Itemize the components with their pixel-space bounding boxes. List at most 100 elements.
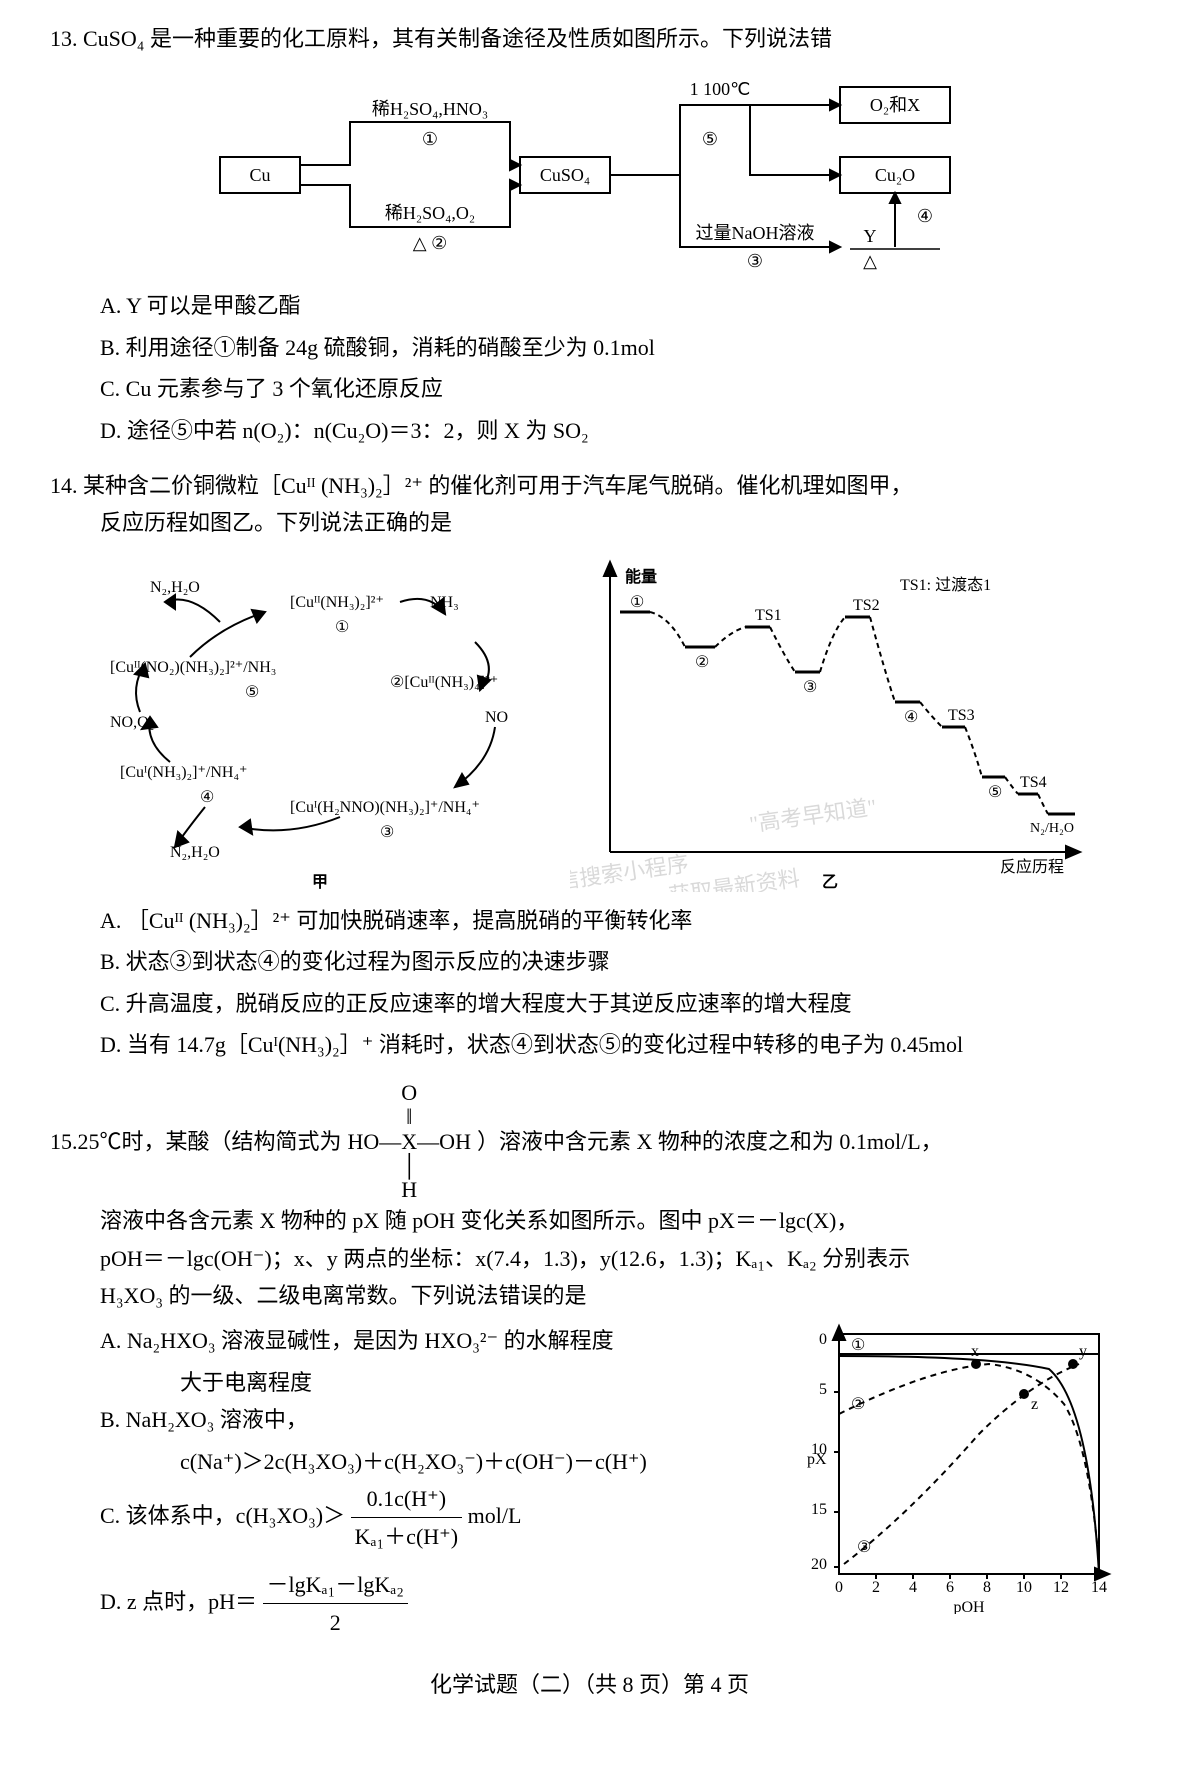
energy-t2: ② (695, 654, 709, 671)
q13-option-c: C. Cu 元素参与了 3 个氧化还原反应 (100, 370, 1129, 407)
svg-text:5: 5 (819, 1381, 827, 1398)
q15-para3: H₃XO₃ 的一级、二级电离常数。下列说法错误的是 (100, 1277, 1129, 1314)
q14-option-a: A. ［Cuᴵᴵ (NH₃)₂］²⁺ 可加快脱硝速率，提高脱硝的平衡转化率 (100, 902, 1129, 939)
chart-x: x (971, 1343, 979, 1360)
q14-number: 14. (50, 473, 78, 498)
svg-text:TS1: TS1 (755, 607, 782, 624)
q13-stem: CuSO₄ 是一种重要的化工原料，其有关制备途径及性质如图所示。下列说法错 (83, 26, 832, 51)
q15-c-pre: C. 该体系中，c(H₃XO₃)＞ (100, 1503, 345, 1528)
d13-delta2: △ ② (412, 233, 446, 253)
q15-option-b1: B. NaH₂XO₃ 溶液中， (100, 1401, 779, 1438)
q15-d-num: －lgKₐ₁－lgKₐ₂ (263, 1566, 408, 1604)
energy-t1: ① (630, 594, 644, 611)
q15-number: 15. (50, 1123, 78, 1160)
svg-text:0: 0 (819, 1331, 827, 1348)
d13-n5: ⑤ (701, 129, 717, 149)
q14-stem-line2: 反应历程如图乙。下列说法正确的是 (100, 504, 1129, 541)
cycle-circ5: ⑤ (245, 684, 259, 701)
struct-top: O (348, 1081, 471, 1105)
energy-t5: ⑤ (988, 784, 1002, 801)
question-15: 15. 25℃时，某酸（结构简式为 O ‖ HO—X—OH │ H ）溶液中含元… (50, 1081, 1129, 1645)
chart-c3: ③ (857, 1539, 871, 1556)
question-13: 13. CuSO₄ 是一种重要的化工原料，其有关制备途径及性质如图所示。下列说法… (50, 20, 1129, 449)
svg-text:8: 8 (983, 1579, 991, 1596)
q14-energy-diagram: TS1 TS2 TS3 TS4 能量 T (570, 552, 1090, 892)
q15-para1: 溶液中各含元素 X 物种的 pX 随 pOH 变化关系如图所示。图中 pX＝－l… (100, 1202, 1129, 1239)
q15-option-d: D. z 点时，pH＝ －lgKₐ₁－lgKₐ₂ 2 (100, 1566, 779, 1642)
d13-y: Y (863, 226, 876, 246)
cycle-caption: 甲 (311, 873, 327, 891)
q15-c-post: mol/L (468, 1503, 522, 1528)
q13-option-b: B. 利用途径①制备 24g 硫酸铜，消耗的硝酸至少为 0.1mol (100, 329, 1129, 366)
energy-t4: ④ (904, 709, 918, 726)
q13-option-d: D. 途径⑤中若 n(O₂)：n(Cu₂O)＝3：2，则 X 为 SO₂ (100, 412, 1129, 449)
q15-option-a2: 大于电离程度 (180, 1364, 779, 1401)
watermark-2: "高考早知道" (747, 794, 877, 837)
chart-xlabel: pOH (953, 1599, 985, 1614)
q14-options: A. ［Cuᴵᴵ (NH₃)₂］²⁺ 可加快脱硝速率，提高脱硝的平衡转化率 B.… (100, 902, 1129, 1064)
q15-d-frac: －lgKₐ₁－lgKₐ₂ 2 (263, 1566, 408, 1642)
d13-bot-label: 稀H₂SO₄,O₂ (384, 203, 474, 223)
chart-ylabel: pX (807, 1451, 827, 1468)
q15-option-c: C. 该体系中，c(H₃XO₃)＞ 0.1c(H⁺) Kₐ₁＋c(H⁺) mol… (100, 1480, 779, 1556)
q13-options: A. Y 可以是甲酸乙酯 B. 利用途径①制备 24g 硫酸铜，消耗的硝酸至少为… (100, 287, 1129, 449)
q15-stem-pre: 25℃时，某酸（结构简式为 (78, 1123, 342, 1160)
q15-chart: 0 5 10 15 20 0 2 4 (789, 1314, 1129, 1625)
cycle-circ1: ① (335, 619, 349, 636)
q15-para2: pOH＝－lgc(OH⁻)；x、y 两点的坐标：x(7.4，1.3)，y(12.… (100, 1240, 1129, 1277)
page-footer: 化学试题（二）（共 8 页）第 4 页 (50, 1666, 1129, 1703)
struct-bot: H (348, 1178, 471, 1202)
d13-cu: Cu (249, 165, 270, 185)
chart-c2: ② (851, 1396, 865, 1413)
d13-cuso4: CuSO₄ (539, 165, 589, 185)
svg-text:TS2: TS2 (853, 597, 880, 614)
q14-option-d: D. 当有 14.7g［Cuᴵ(NH₃)₂］⁺ 消耗时，状态④到状态⑤的变化过程… (100, 1026, 1129, 1063)
q15-c-den: Kₐ₁＋c(H⁺) (351, 1518, 463, 1555)
svg-text:TS3: TS3 (948, 707, 975, 724)
svg-text:TS4: TS4 (1020, 774, 1047, 791)
struct-mid: HO—X—OH (348, 1130, 471, 1154)
svg-text:20: 20 (811, 1556, 827, 1573)
energy-caption: 乙 (821, 874, 837, 891)
q15-options: A. Na₂HXO₃ 溶液显碱性，是因为 HXO₃²⁻ 的水解程度 大于电离程度… (100, 1322, 779, 1641)
svg-text:2: 2 (872, 1579, 880, 1596)
q13-diagram: Cu CuSO₄ O₂和X Cu₂O 稀H₂SO₄,HNO₃ ① 稀H₂SO₄,… (50, 67, 1129, 277)
q15-option-a1: A. Na₂HXO₃ 溶液显碱性，是因为 HXO₃²⁻ 的水解程度 (100, 1322, 779, 1359)
cycle-circ4: ④ (200, 789, 214, 806)
q14-cycle-diagram: N₂,H₂O [Cuᴵᴵ(NH₃)₂]²⁺ NH₃ ① [Cuᴵᴵ(NO₂)(N… (90, 552, 550, 892)
q15-option-b2: c(Na⁺)＞2c(H₃XO₃)＋c(H₂XO₃⁻)＋c(OH⁻)－c(H⁺) (180, 1443, 779, 1480)
q13-number: 13. (50, 26, 78, 51)
cycle-node4: [Cuᴵ(NH₃)₂]⁺/NH₄⁺ (120, 764, 247, 781)
svg-text:6: 6 (946, 1579, 954, 1596)
q14-stem-line1: 某种含二价铜微粒［Cuᴵᴵ (NH₃)₂］²⁺ 的催化剂可用于汽车尾气脱硝。催化… (83, 473, 912, 498)
q14-option-b: B. 状态③到状态④的变化过程为图示反应的决速步骤 (100, 943, 1129, 980)
q15-d-pre: D. z 点时，pH＝ (100, 1589, 257, 1614)
chart-y: y (1079, 1343, 1087, 1360)
svg-text:4: 4 (909, 1579, 917, 1596)
energy-legend: TS1: 过渡态1 (900, 576, 991, 594)
svg-text:12: 12 (1053, 1579, 1069, 1596)
cycle-no: NO (485, 709, 508, 726)
energy-ylabel: 能量 (625, 567, 657, 586)
question-14: 14. 某种含二价铜微粒［Cuᴵᴵ (NH₃)₂］²⁺ 的催化剂可用于汽车尾气脱… (50, 467, 1129, 1063)
cycle-circ3: ③ (380, 824, 394, 841)
energy-t3: ③ (803, 679, 817, 696)
d13-cu2o: Cu₂O (874, 165, 914, 185)
svg-text:10: 10 (1016, 1579, 1032, 1596)
q14-diagram-row: N₂,H₂O [Cuᴵᴵ(NH₃)₂]²⁺ NH₃ ① [Cuᴵᴵ(NO₂)(N… (50, 552, 1129, 892)
q15-c-num: 0.1c(H⁺) (351, 1480, 463, 1518)
d13-top-label: 稀H₂SO₄,HNO₃ (371, 99, 487, 119)
q15-c-frac: 0.1c(H⁺) Kₐ₁＋c(H⁺) (351, 1480, 463, 1556)
chart-z: z (1031, 1396, 1038, 1413)
d13-n4: ④ (916, 206, 932, 226)
q15-structure: O ‖ HO—X—OH │ H (348, 1081, 471, 1202)
d13-1100: 1 100℃ (689, 79, 750, 99)
cycle-n2h2o-top: N₂,H₂O (150, 579, 200, 596)
energy-end: N₂/H₂O (1030, 821, 1074, 836)
d13-naoh: 过量NaOH溶液 (695, 223, 814, 243)
svg-text:15: 15 (811, 1501, 827, 1518)
d13-n1: ① (421, 129, 437, 149)
svg-text:14: 14 (1091, 1579, 1107, 1596)
cycle-node3: [Cuᴵ(H₂NNO)(NH₃)₂]⁺/NH₄⁺ (290, 799, 480, 816)
cycle-node1: [Cuᴵᴵ(NH₃)₂]²⁺ (290, 594, 384, 611)
